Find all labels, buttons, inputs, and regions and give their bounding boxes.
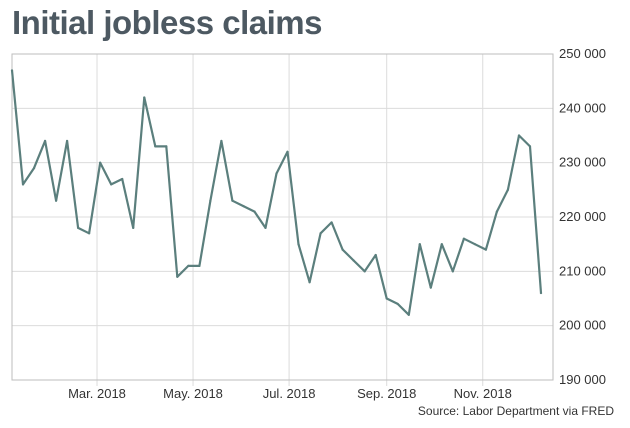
- data-point: [154, 145, 157, 148]
- data-point: [176, 275, 179, 278]
- data-point: [77, 226, 80, 229]
- grid-lines: [12, 53, 553, 386]
- data-point: [528, 145, 532, 148]
- y-tick-label: 210 000: [559, 263, 606, 278]
- y-tick-label: 230 000: [559, 155, 606, 170]
- data-point: [297, 243, 300, 246]
- data-point: [43, 139, 47, 143]
- data-point: [143, 96, 146, 99]
- data-point: [539, 291, 543, 295]
- data-point: [110, 183, 113, 186]
- data-point: [99, 161, 102, 164]
- data-point: [198, 264, 201, 267]
- data-point: [495, 210, 499, 213]
- data-point: [319, 232, 322, 235]
- data-point: [242, 205, 245, 208]
- y-axis-ticks: 190 000 200 000 210 000 220 000 230 000 240 0…: [559, 46, 606, 387]
- x-tick-label: May. 2018: [163, 386, 223, 401]
- data-point: [440, 243, 443, 246]
- data-point: [473, 243, 476, 246]
- data-point: [187, 264, 190, 267]
- data-point: [374, 253, 377, 257]
- data-point: [517, 134, 521, 137]
- data-point: [506, 188, 510, 191]
- source-note: Source: Labor Department via FRED: [417, 404, 614, 418]
- data-point: [132, 226, 135, 229]
- data-point: [396, 302, 399, 306]
- data-point: [165, 145, 168, 148]
- data-point: [330, 221, 333, 224]
- x-tick-label: Nov. 2018: [454, 386, 512, 401]
- x-axis-ticks: Mar. 2018 May. 2018 Jul. 2018 Sep. 2018 Nov.…: [68, 386, 512, 401]
- plot-frame: [11, 53, 554, 381]
- data-point: [264, 226, 267, 229]
- x-tick-label: Jul. 2018: [263, 386, 316, 401]
- data-point: [484, 248, 487, 251]
- y-tick-label: 190 000: [559, 372, 606, 387]
- data-point: [231, 199, 234, 202]
- data-point: [253, 210, 256, 213]
- series-line: [10, 70, 543, 316]
- data-point: [308, 281, 311, 284]
- data-point: [121, 177, 124, 181]
- data-point: [451, 270, 454, 273]
- data-point: [286, 150, 289, 153]
- y-tick-label: 240 000: [559, 100, 606, 115]
- chart-title: Initial jobless claims: [12, 4, 322, 41]
- data-point: [32, 167, 36, 170]
- series-layer: [10, 69, 543, 316]
- data-point: [363, 270, 366, 273]
- data-point: [21, 183, 25, 186]
- data-point: [66, 139, 69, 143]
- y-tick-label: 220 000: [559, 209, 606, 224]
- y-tick-label: 250 000: [559, 46, 606, 61]
- data-point: [462, 237, 465, 240]
- data-point: [429, 286, 432, 289]
- data-point: [385, 297, 388, 300]
- data-point: [10, 69, 14, 72]
- x-tick-label: Mar. 2018: [68, 386, 126, 401]
- data-point: [407, 313, 410, 316]
- data-point: [220, 139, 223, 143]
- x-tick-label: Sep. 2018: [357, 386, 416, 401]
- data-point: [341, 248, 344, 251]
- data-point: [352, 259, 355, 262]
- data-point: [209, 199, 212, 202]
- data-point: [275, 172, 278, 175]
- data-point: [418, 243, 421, 246]
- data-point: [88, 232, 91, 235]
- data-point: [54, 199, 58, 202]
- y-tick-label: 200 000: [559, 318, 606, 333]
